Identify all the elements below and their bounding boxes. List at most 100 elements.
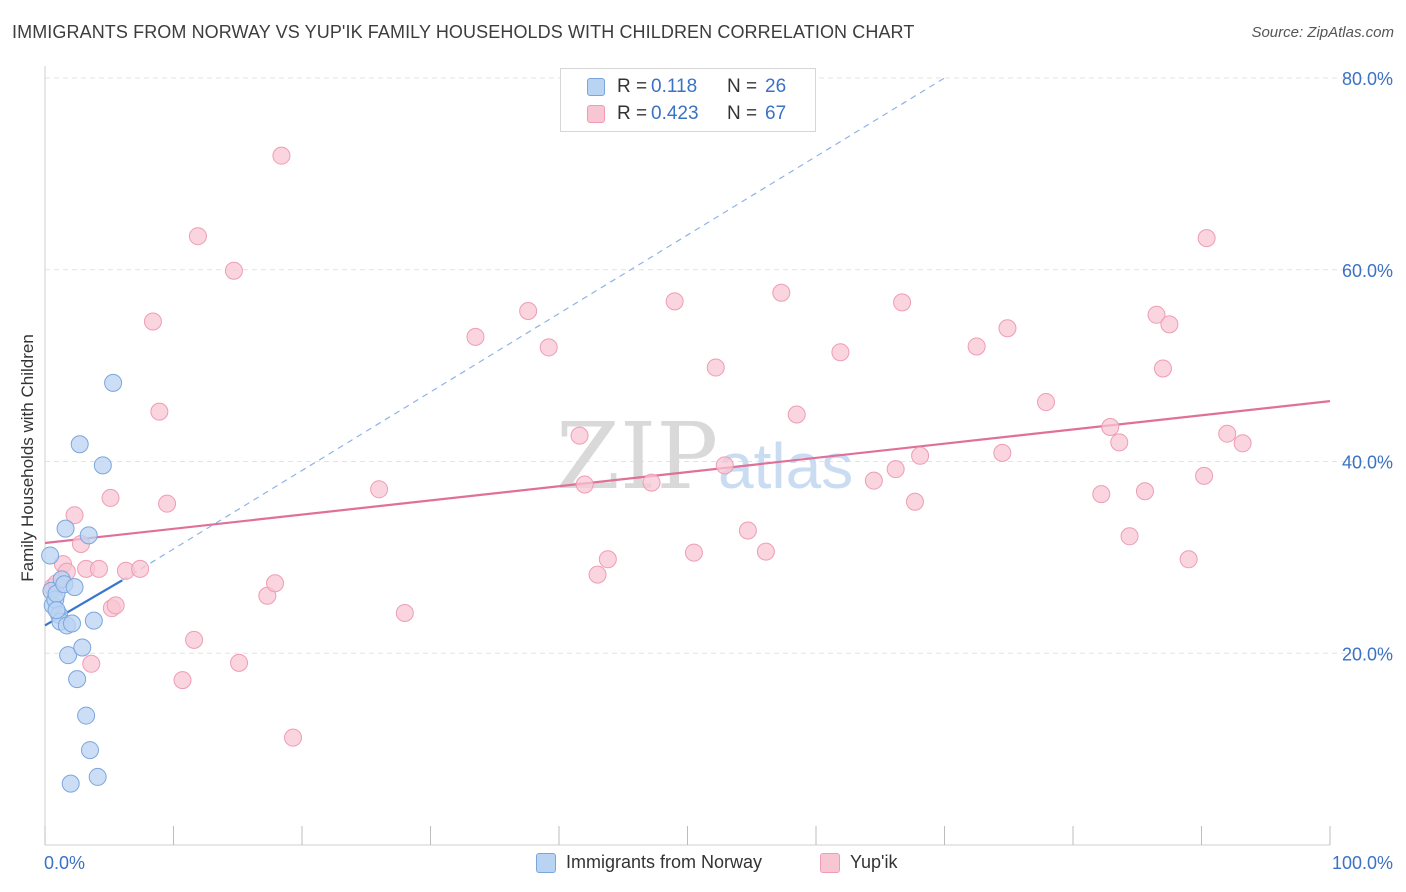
point-yupik	[893, 293, 912, 312]
trend-lines	[44, 77, 1331, 627]
legend-r-label: R =	[617, 76, 648, 97]
point-yupik	[772, 283, 791, 302]
point-yupik	[539, 338, 558, 357]
legend-r-value: 0.423	[651, 103, 699, 124]
point-yupik	[224, 261, 243, 280]
point-norway	[62, 614, 81, 633]
x-tick-label: 0.0%	[44, 853, 85, 873]
point-norway	[59, 646, 78, 665]
point-yupik	[715, 456, 734, 475]
bottom-legend-swatch-yupik	[820, 852, 840, 873]
point-norway	[104, 373, 123, 392]
point-yupik	[911, 446, 930, 465]
point-yupik	[706, 358, 725, 377]
point-yupik	[131, 559, 150, 578]
point-yupik	[519, 301, 538, 320]
point-yupik	[998, 319, 1017, 338]
point-yupik	[864, 471, 883, 490]
trendline-norway-extension	[121, 77, 945, 581]
y-tick-label: 60.0%	[1342, 261, 1393, 281]
point-yupik	[395, 603, 414, 622]
legend-n-label: N =	[727, 103, 758, 124]
bottom-legend-label-norway: Immigrants from Norway	[566, 852, 763, 872]
legend-row-yupik: R = 0.423 N = 67	[587, 102, 786, 126]
point-yupik	[150, 402, 169, 421]
point-yupik	[1037, 393, 1056, 412]
point-yupik	[738, 521, 757, 540]
point-yupik	[684, 543, 703, 562]
point-norway	[70, 435, 89, 454]
point-yupik	[185, 630, 204, 649]
legend-n-value: 67	[765, 103, 787, 124]
point-yupik	[642, 473, 661, 492]
point-yupik	[1179, 550, 1198, 569]
point-yupik	[89, 559, 108, 578]
point-yupik	[575, 475, 594, 494]
point-norway	[79, 526, 98, 545]
point-yupik	[370, 480, 389, 499]
y-tick-label: 40.0%	[1342, 453, 1393, 473]
correlation-legend: R = 0.118 N = 26 R = 0.423 N = 67	[560, 68, 816, 132]
point-norway	[84, 611, 103, 630]
point-norway	[68, 670, 87, 689]
point-yupik	[143, 312, 162, 331]
point-norway	[93, 456, 112, 475]
point-yupik	[1110, 433, 1129, 452]
point-norway	[47, 601, 66, 620]
legend-r-value: 0.118	[651, 76, 698, 97]
point-yupik	[993, 443, 1012, 462]
point-yupik	[230, 653, 249, 672]
y-tick-label: 80.0%	[1342, 69, 1393, 89]
point-yupik	[756, 542, 775, 561]
watermark-zip: ZIP	[556, 403, 718, 510]
legend-swatch-norway	[587, 78, 605, 96]
point-yupik	[570, 426, 589, 445]
point-yupik	[787, 405, 806, 424]
point-yupik	[1120, 527, 1139, 546]
point-norway	[61, 774, 80, 793]
point-yupik	[1160, 315, 1179, 334]
point-yupik	[1218, 424, 1237, 443]
bottom-legend-yupik: Yup'ik	[820, 852, 897, 873]
y-tick-label: 20.0%	[1342, 644, 1393, 664]
point-yupik	[598, 550, 617, 569]
legend-swatch-yupik	[587, 105, 605, 123]
point-norway	[77, 706, 96, 725]
point-yupik	[173, 671, 192, 690]
point-yupik	[831, 343, 850, 362]
point-yupik	[1195, 466, 1214, 485]
point-yupik	[588, 565, 607, 584]
point-yupik	[886, 460, 905, 479]
point-norway	[88, 767, 107, 786]
bottom-legend-swatch-norway	[536, 852, 556, 873]
point-yupik	[1101, 417, 1120, 436]
x-tick-label: 100.0%	[1332, 853, 1393, 873]
point-norway	[80, 741, 99, 760]
point-norway	[41, 546, 60, 565]
tick-labels: 20.0% 40.0% 60.0% 80.0% 0.0% 100.0%	[44, 69, 1393, 873]
chart-title: IMMIGRANTS FROM NORWAY VS YUP'IK FAMILY …	[12, 22, 915, 42]
point-yupik	[266, 574, 285, 593]
legend-n-value: 26	[765, 76, 787, 97]
point-norway	[65, 578, 84, 597]
point-yupik	[1135, 482, 1154, 501]
legend-n-label: N =	[727, 76, 758, 97]
point-yupik	[158, 494, 177, 513]
watermark: ZIP atlas	[556, 403, 853, 510]
point-yupik	[65, 506, 84, 525]
point-yupik	[1147, 305, 1166, 324]
data-points	[41, 146, 1252, 793]
point-yupik	[466, 327, 485, 346]
point-yupik	[284, 728, 303, 747]
point-yupik	[101, 488, 120, 507]
point-yupik	[272, 146, 291, 165]
point-yupik	[1197, 229, 1216, 248]
bottom-legend-norway: Immigrants from Norway	[536, 852, 762, 873]
point-yupik	[82, 654, 101, 673]
point-yupik	[905, 492, 924, 511]
point-yupik	[1092, 485, 1111, 504]
bottom-legend-label-yupik: Yup'ik	[850, 852, 898, 872]
point-yupik	[1153, 359, 1172, 378]
point-yupik	[1233, 434, 1252, 453]
legend-r-label: R =	[617, 103, 648, 124]
